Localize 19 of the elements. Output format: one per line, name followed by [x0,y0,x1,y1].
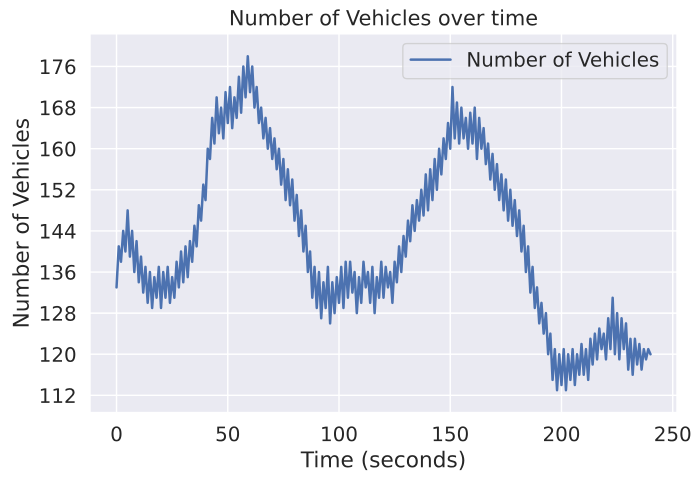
legend-label: Number of Vehicles [468,51,658,67]
x-tick-label: 150 [433,426,468,442]
x-axis-title: Time (seconds) [300,450,464,470]
y-axis-title: Number of Vehicles [12,119,29,326]
x-tick-label: 100 [322,426,357,442]
y-tick-label: 144 [40,224,76,238]
y-tick-label: 176 [40,59,76,74]
y-tick-label: 120 [40,347,76,362]
x-tick-label: 250 [655,426,690,442]
chart-title: Number of Vehicles over time [230,9,537,26]
y-tick-label: 128 [40,306,76,321]
y-tick-label: 136 [40,264,76,280]
y-tick-label: 160 [40,142,76,157]
y-tick-label: 112 [40,388,75,403]
y-tick-label: 152 [40,182,75,198]
y-tick-label: 168 [40,100,76,116]
x-tick-label: 0 [112,426,122,442]
x-tick-label: 200 [544,426,580,442]
x-tick-label: 50 [216,426,240,442]
